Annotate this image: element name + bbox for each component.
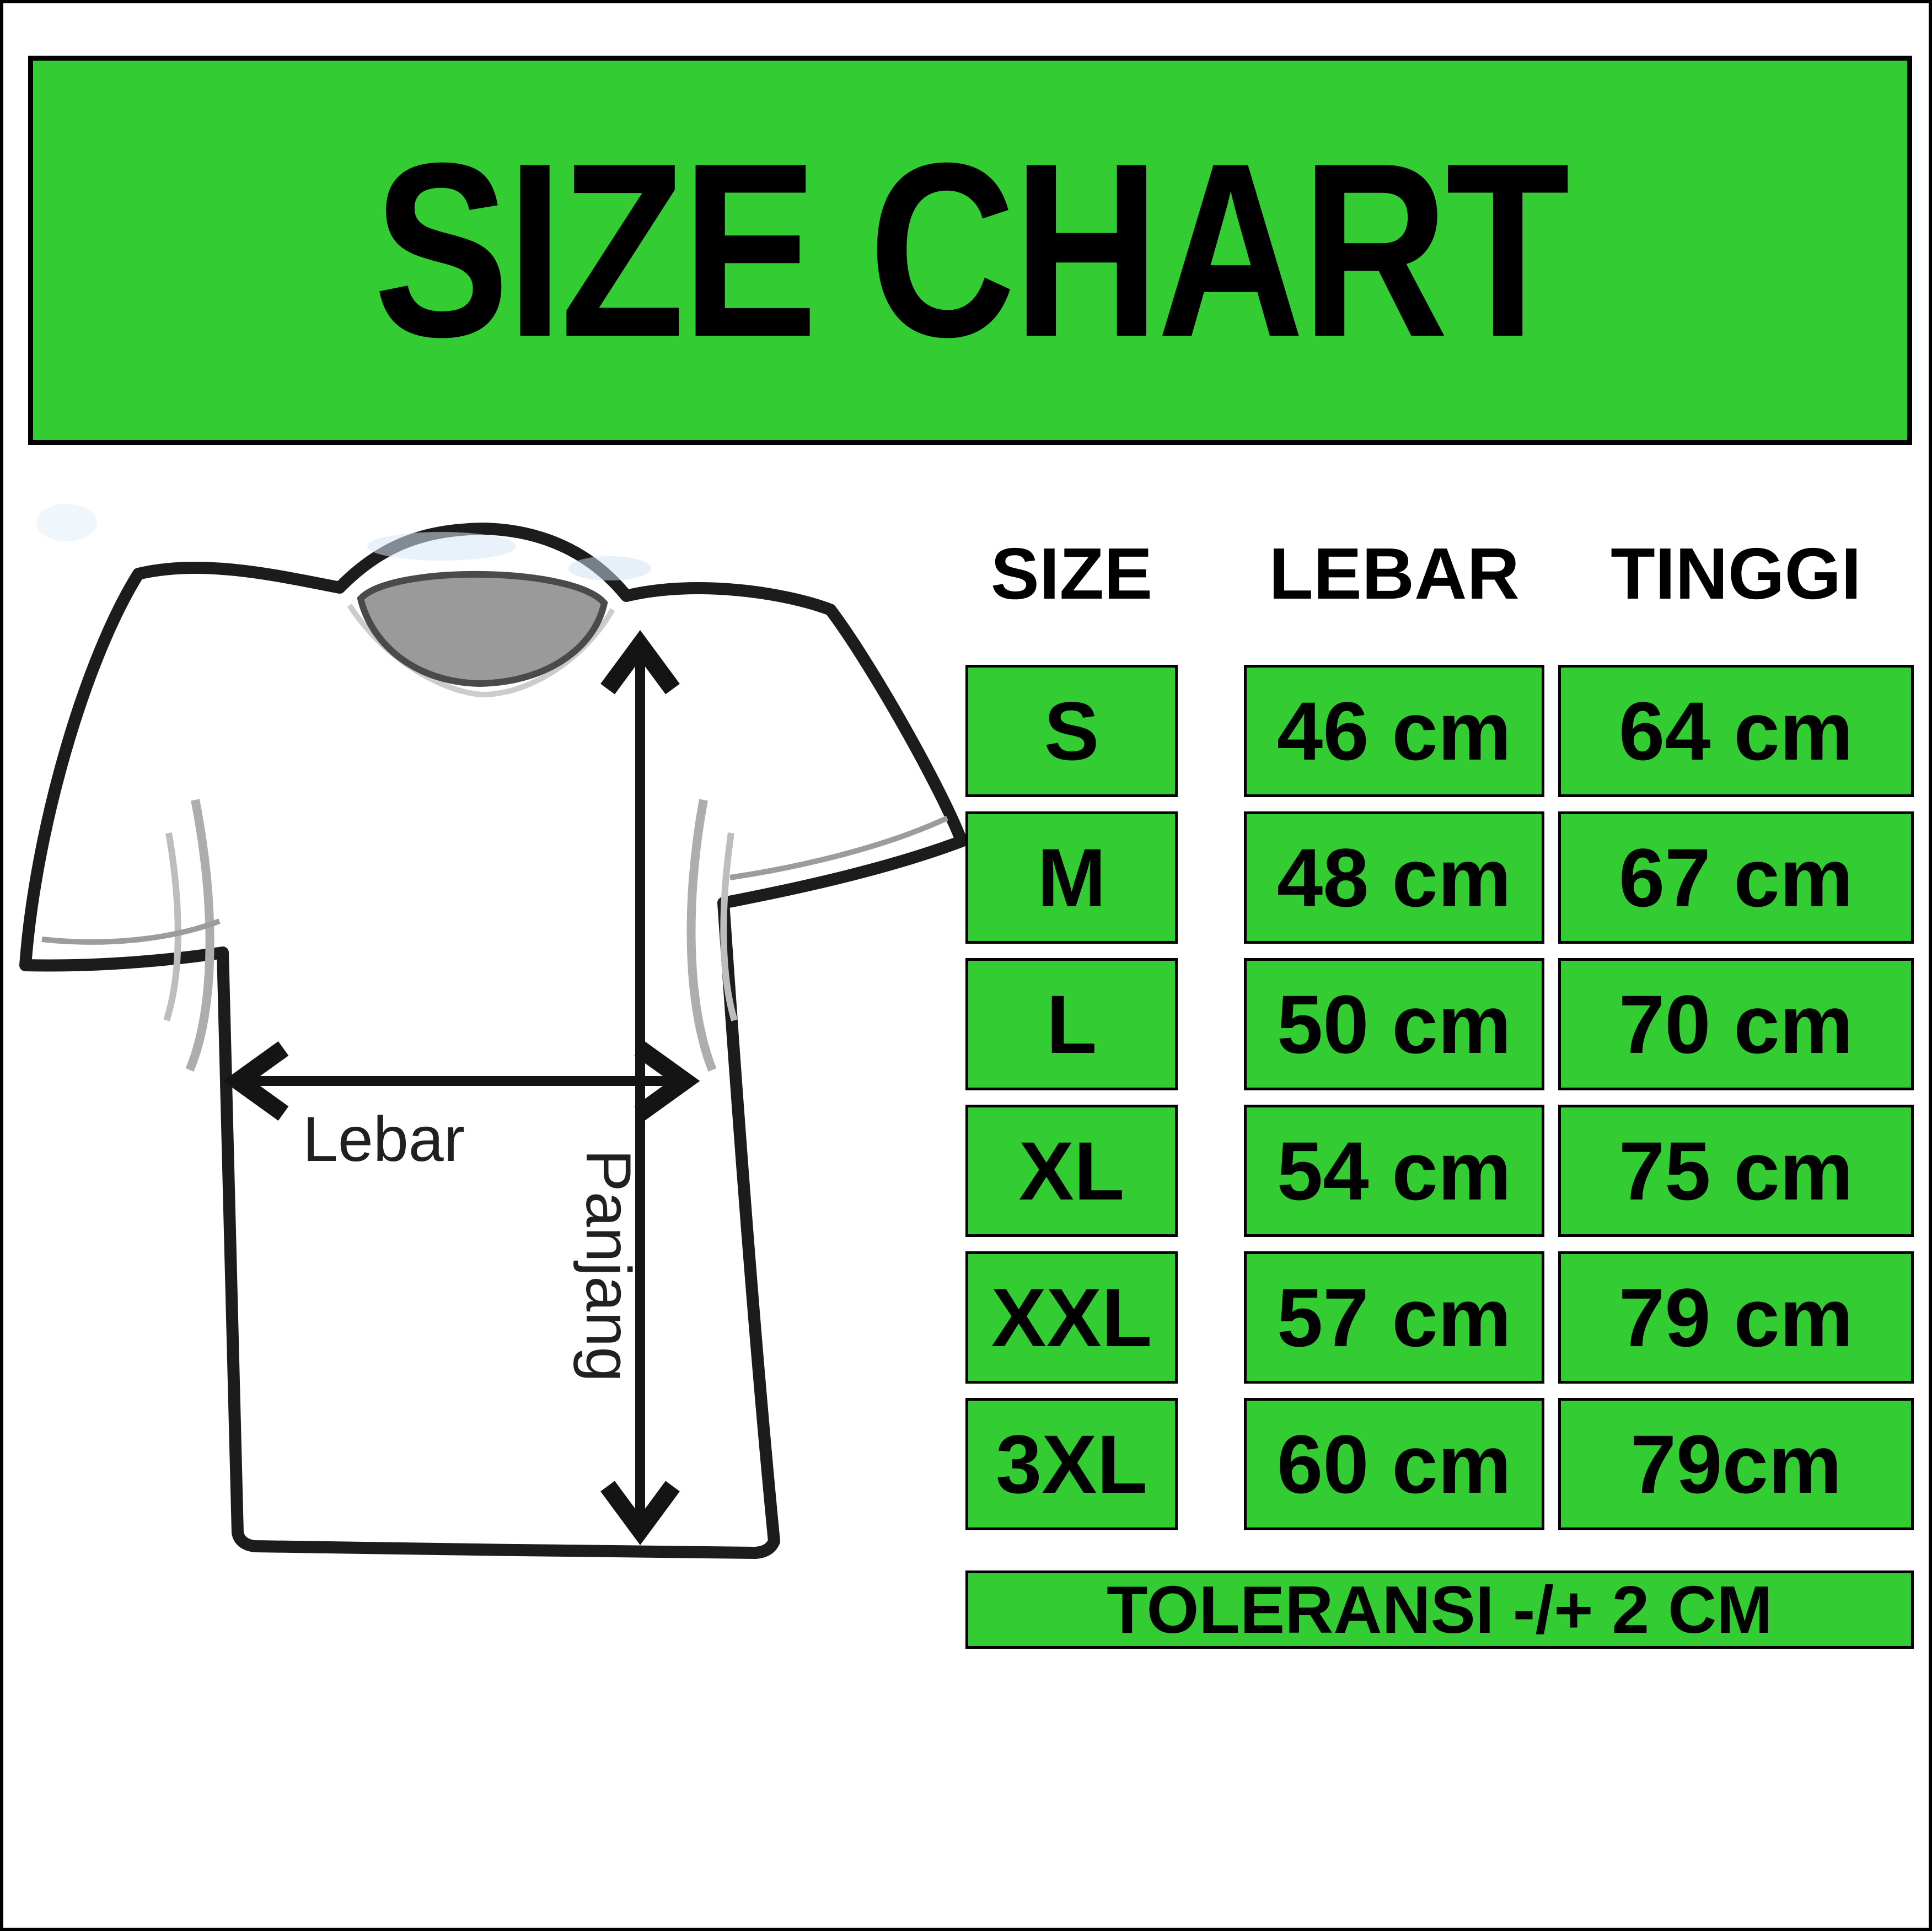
lebar-cell: 60 cm: [1244, 1398, 1544, 1530]
column-header-size: SIZE: [990, 533, 1153, 614]
right-sleeve-fold: [729, 815, 949, 880]
column-gap: [1178, 1251, 1244, 1384]
lebar-cell: 57 cm: [1244, 1251, 1544, 1384]
tshirt-diagram: Lebar Panjang: [19, 504, 968, 1559]
column-gap: [1544, 665, 1558, 797]
column-gap: [1544, 1105, 1558, 1237]
right-armpit-shadow-2: [720, 832, 738, 1021]
column-gap: [1178, 1105, 1244, 1237]
lebar-cell: 48 cm: [1244, 811, 1544, 944]
table-row: L 50 cm 70 cm: [965, 958, 1914, 1090]
size-cell: S: [965, 665, 1178, 797]
column-gap: [1178, 665, 1244, 797]
tolerance-bar: TOLERANSI -/+ 2 CM: [965, 1570, 1914, 1649]
table-header-row: SIZE LEBAR TINGGI: [965, 532, 1914, 615]
width-label: Lebar: [303, 1104, 465, 1175]
column-gap: [1544, 1398, 1558, 1530]
table-row: 3XL 60 cm 79cm: [965, 1398, 1914, 1530]
column-gap: [1178, 958, 1244, 1090]
column-gap: [1178, 1398, 1244, 1530]
tinggi-cell: 70 cm: [1558, 958, 1914, 1090]
lebar-cell: 50 cm: [1244, 958, 1544, 1090]
size-cell: 3XL: [965, 1398, 1178, 1530]
smudge: [36, 504, 97, 541]
column-gap: [1178, 811, 1244, 944]
size-chart-banner: SIZE CHART: [28, 56, 1912, 445]
size-table: SIZE LEBAR TINGGI S 46 cm 64 cm M 48 cm …: [965, 532, 1914, 1674]
size-cell: M: [965, 811, 1178, 944]
tolerance-note: TOLERANSI -/+ 2 CM: [1107, 1572, 1773, 1647]
tinggi-cell: 79cm: [1558, 1398, 1914, 1530]
table-row: M 48 cm 67 cm: [965, 811, 1914, 944]
size-cell: XL: [965, 1105, 1178, 1237]
right-armpit-shadow: [686, 799, 717, 1072]
column-gap: [1544, 811, 1558, 944]
left-sleeve-fold: [41, 918, 221, 945]
tinggi-cell: 67 cm: [1558, 811, 1914, 944]
size-cell: L: [965, 958, 1178, 1090]
size-cell: XXL: [965, 1251, 1178, 1384]
tinggi-cell: 79 cm: [1558, 1251, 1914, 1384]
tinggi-cell: 75 cm: [1558, 1105, 1914, 1237]
column-header-tinggi: TINGGI: [1611, 533, 1861, 614]
column-header-lebar: LEBAR: [1269, 533, 1520, 614]
left-armpit-shadow: [185, 799, 214, 1072]
collar: [357, 571, 608, 687]
length-label: Panjang: [573, 1149, 643, 1382]
width-arrow: [223, 1041, 700, 1121]
lebar-cell: 54 cm: [1244, 1105, 1544, 1237]
length-arrow: [600, 630, 680, 1545]
lebar-cell: 46 cm: [1244, 665, 1544, 797]
tinggi-cell: 64 cm: [1558, 665, 1914, 797]
table-row: XL 54 cm 75 cm: [965, 1105, 1914, 1237]
smudge: [367, 532, 516, 561]
column-gap: [1544, 958, 1558, 1090]
table-row: S 46 cm 64 cm: [965, 665, 1914, 797]
tshirt-outline: [19, 523, 968, 1559]
column-gap: [1544, 1251, 1558, 1384]
smudge: [568, 556, 651, 580]
page-title: SIZE CHART: [373, 112, 1570, 389]
table-row: XXL 57 cm 79 cm: [965, 1251, 1914, 1384]
left-armpit-shadow-2: [163, 832, 181, 1021]
